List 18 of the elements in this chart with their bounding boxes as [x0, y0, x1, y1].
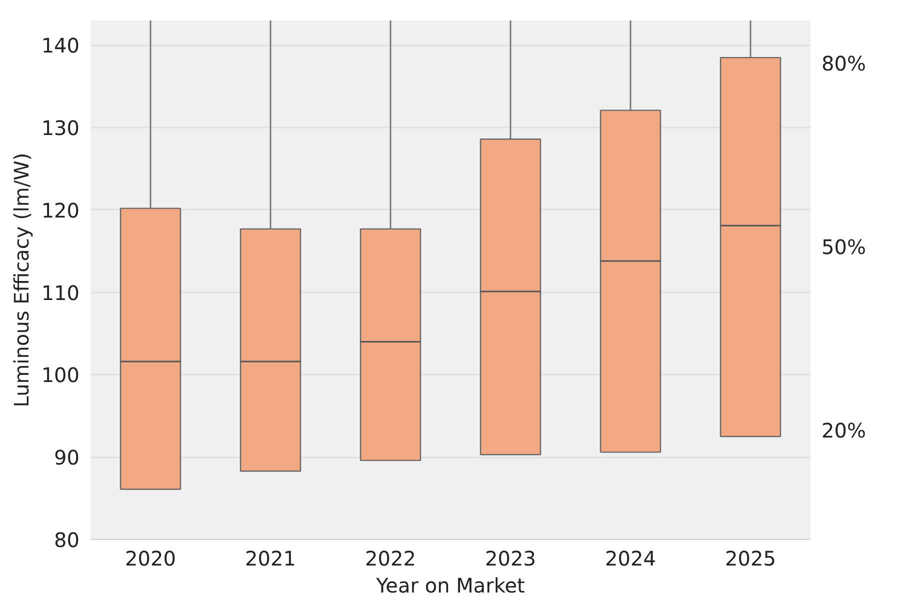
x-tick-label: 2021: [245, 546, 296, 570]
y-tick-label: 90: [54, 446, 80, 470]
y-axis-title: Luminous Efficacy (lm/W): [9, 152, 34, 408]
x-tick-label: 2025: [725, 546, 776, 570]
y-tick-label: 140: [41, 34, 80, 58]
y-tick-label: 110: [41, 280, 80, 305]
x-tick-label: 2024: [605, 546, 656, 570]
y2-tick-label: 20%: [822, 418, 866, 443]
x-tick-label: 2020: [125, 546, 176, 570]
y-tick-label: 80: [54, 528, 80, 552]
x-tick-label: 2023: [485, 546, 536, 570]
x-axis-title: Year on Market: [375, 574, 526, 598]
y2-tick-label: 50%: [822, 234, 866, 259]
x-tick-label: 2022: [365, 546, 416, 570]
y-tick-label: 130: [41, 116, 80, 140]
y2-tick-label: 80%: [822, 51, 866, 76]
y-tick-label: 100: [41, 363, 80, 388]
y-tick-label: 120: [41, 198, 80, 222]
